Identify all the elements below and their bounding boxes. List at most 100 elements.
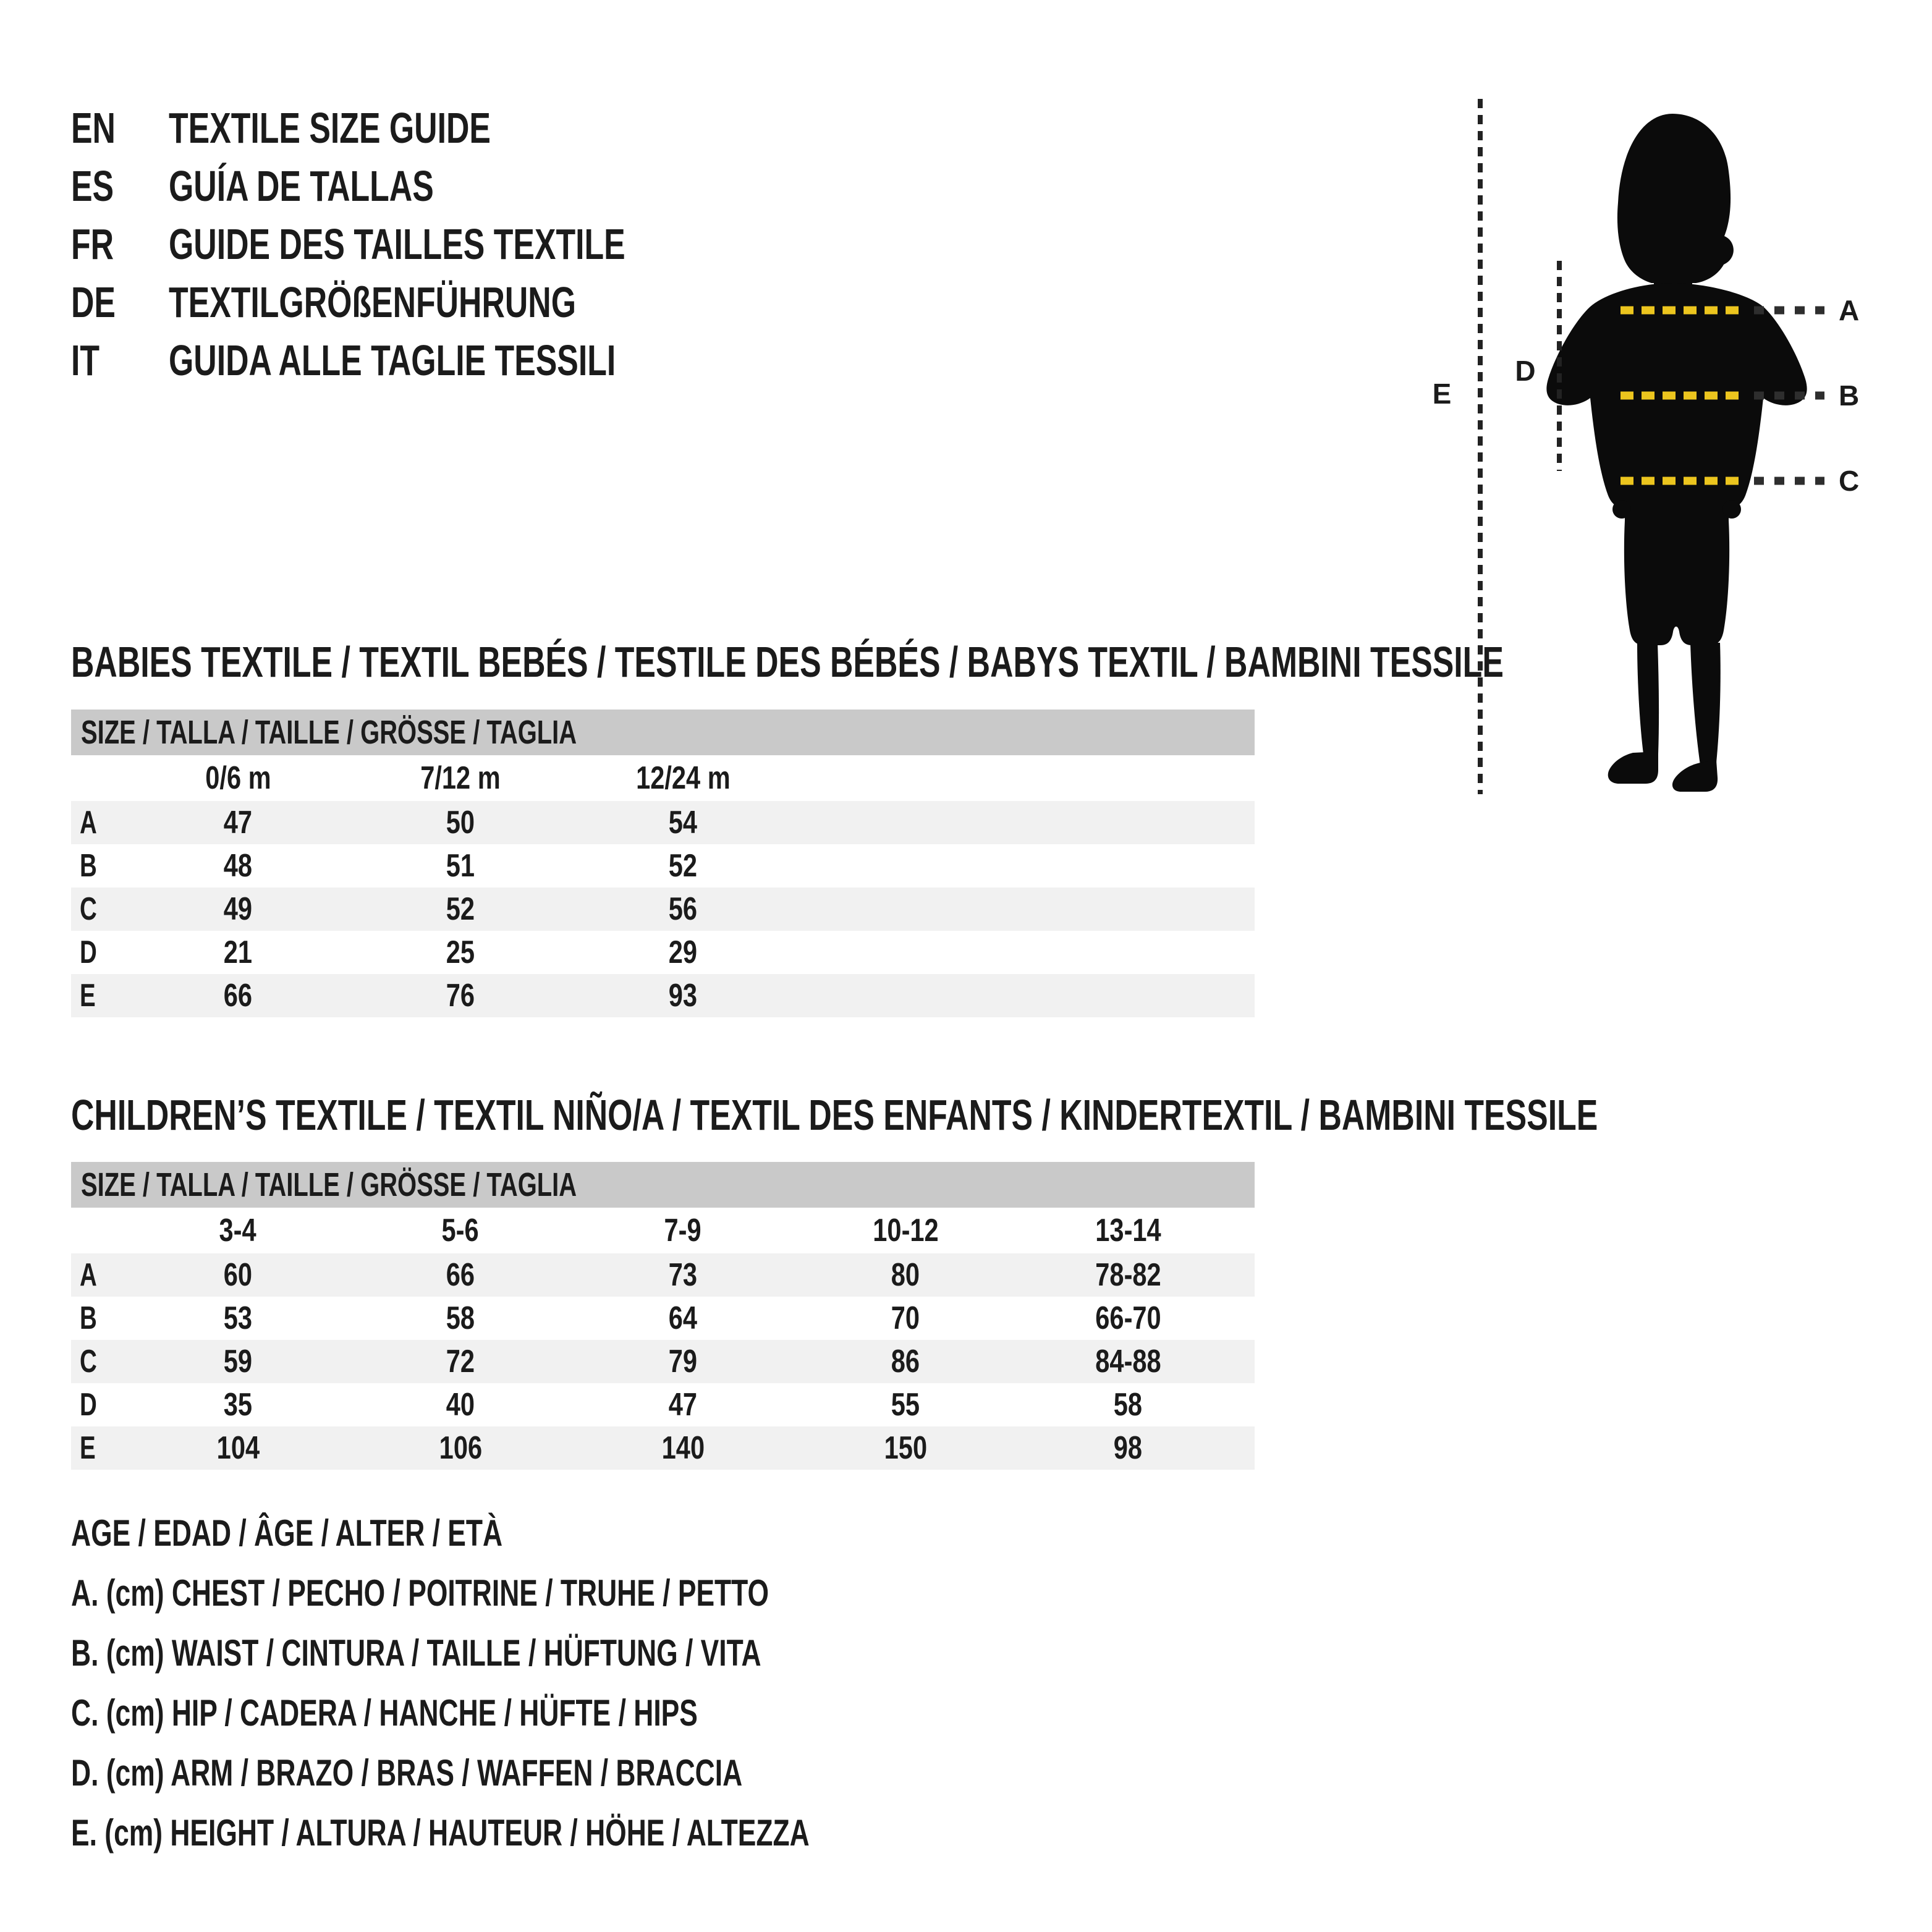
language-code: DE [71,278,116,326]
row-label: B [80,848,97,884]
table-header-bar: SIZE / TALLA / TAILLE / GRÖSSE / TAGLIA [71,1162,1255,1208]
size-cell: 52 [446,891,475,927]
babies-size-table: SIZE / TALLA / TAILLE / GRÖSSE / TAGLIA … [71,710,1255,1017]
child-silhouette-diagram: E D A B C [1433,99,1859,794]
size-cell: 25 [446,934,475,970]
legend-line-height: E. (cm) HEIGHT / ALTURA / HAUTEUR / HÖHE… [71,1812,810,1854]
language-title: GUIDE DES TAILLES TEXTILE [169,220,625,268]
children-size-table: SIZE / TALLA / TAILLE / GRÖSSE / TAGLIA … [71,1162,1255,1470]
size-cell: 35 [223,1387,253,1423]
size-cell: 21 [223,934,253,970]
language-row-it: IT GUIDA ALLE TAGLIE TESSILI [71,331,786,389]
legend-line-waist: B. (cm) WAIST / CINTURA / TAILLE / HÜFTU… [71,1632,761,1674]
language-code: EN [71,104,116,152]
table-row: A 60 66 73 80 78-82 [71,1253,1255,1297]
column-header-row: 0/6 m 7/12 m 12/24 m [71,755,1255,801]
size-cell: 53 [223,1300,253,1336]
table-row: D 35 40 47 55 58 [71,1383,1255,1426]
size-cell: 60 [223,1257,253,1293]
babies-section-title: BABIES TEXTILE / TEXTIL BEBÉS / TESTILE … [71,638,1504,686]
size-cell: 29 [668,934,698,970]
measurement-figure: E D A B C [1409,87,1932,803]
language-row-es: ES GUÍA DE TALLAS [71,157,786,215]
language-title: TEXTILE SIZE GUIDE [169,104,491,152]
child-silhouette-icon [1546,114,1807,792]
measure-label-c: C [1839,465,1859,497]
row-label: D [80,934,97,970]
size-cell: 84-88 [1095,1344,1161,1379]
size-cell: 80 [891,1257,920,1293]
row-label: E [80,1430,96,1466]
size-cell: 49 [223,891,253,927]
column-header: 7/12 m [420,760,501,796]
size-cell: 50 [446,805,475,841]
table-row: C 59 72 79 86 84-88 [71,1340,1255,1383]
table-row: D 21 25 29 [71,931,1255,974]
table-row: C 49 52 56 [71,888,1255,931]
row-label: A [80,1257,97,1293]
measure-label-b: B [1839,379,1859,412]
size-cell: 51 [446,848,475,884]
row-label: C [80,1344,97,1379]
column-header: 7-9 [664,1213,702,1248]
table-row: B 53 58 64 70 66-70 [71,1297,1255,1340]
size-cell: 40 [446,1387,475,1423]
column-header: 13-14 [1095,1213,1161,1248]
language-row-en: EN TEXTILE SIZE GUIDE [71,99,786,157]
language-row-fr: FR GUIDE DES TAILLES TEXTILE [71,215,786,273]
table-row: A 47 50 54 [71,801,1255,844]
size-cell: 66 [223,978,253,1014]
size-cell: 56 [668,891,698,927]
children-section-title: CHILDREN’S TEXTILE / TEXTIL NIÑO/A / TEX… [71,1091,1598,1139]
size-cell: 98 [1113,1430,1143,1466]
row-label: E [80,978,96,1014]
size-cell: 93 [668,978,698,1014]
size-cell: 58 [446,1300,475,1336]
size-cell: 76 [446,978,475,1014]
row-label: A [80,805,97,841]
table-row: E 104 106 140 150 98 [71,1426,1255,1470]
column-header: 3-4 [219,1213,257,1248]
size-header-label: SIZE / TALLA / TAILLE / GRÖSSE / TAGLIA [81,1166,577,1203]
column-header: 10-12 [872,1213,939,1248]
column-header-row: 3-4 5-6 7-9 10-12 13-14 [71,1208,1255,1253]
legend-line-hip: C. (cm) HIP / CADERA / HANCHE / HÜFTE / … [71,1692,698,1734]
table-row: E 66 76 93 [71,974,1255,1017]
size-cell: 52 [668,848,698,884]
table-header-bar: SIZE / TALLA / TAILLE / GRÖSSE / TAGLIA [71,710,1255,755]
row-label: C [80,891,97,927]
language-title: GUIDA ALLE TAGLIE TESSILI [169,336,616,384]
language-title: TEXTILGRÖßENFÜHRUNG [169,278,576,326]
column-header: 5-6 [441,1213,480,1248]
row-label: B [80,1300,97,1336]
size-cell: 66-70 [1095,1300,1161,1336]
column-header: 12/24 m [635,760,731,796]
size-cell: 48 [223,848,253,884]
measure-legend: AGE / EDAD / ÂGE / ALTER / ETÀ A. (cm) C… [71,1503,1069,1863]
legend-line-chest: A. (cm) CHEST / PECHO / POITRINE / TRUHE… [71,1572,769,1614]
language-title: GUÍA DE TALLAS [169,162,434,210]
size-cell: 150 [884,1430,927,1466]
size-cell: 47 [668,1387,698,1423]
table-row: B 48 51 52 [71,844,1255,888]
size-cell: 58 [1113,1387,1143,1423]
size-cell: 79 [668,1344,698,1379]
measure-label-e: E [1433,378,1452,410]
size-cell: 47 [223,805,253,841]
language-row-de: DE TEXTILGRÖßENFÜHRUNG [71,273,786,331]
size-cell: 59 [223,1344,253,1379]
legend-line-age: AGE / EDAD / ÂGE / ALTER / ETÀ [71,1512,503,1554]
language-code: IT [71,336,100,384]
column-header: 0/6 m [205,760,271,796]
size-cell: 106 [439,1430,482,1466]
size-cell: 73 [668,1257,698,1293]
measure-label-d: D [1515,355,1535,387]
language-code: ES [71,162,114,210]
size-cell: 66 [446,1257,475,1293]
language-title-list: EN TEXTILE SIZE GUIDE ES GUÍA DE TALLAS … [71,99,786,389]
size-cell: 55 [891,1387,920,1423]
size-cell: 54 [668,805,698,841]
size-cell: 140 [661,1430,705,1466]
size-cell: 86 [891,1344,920,1379]
